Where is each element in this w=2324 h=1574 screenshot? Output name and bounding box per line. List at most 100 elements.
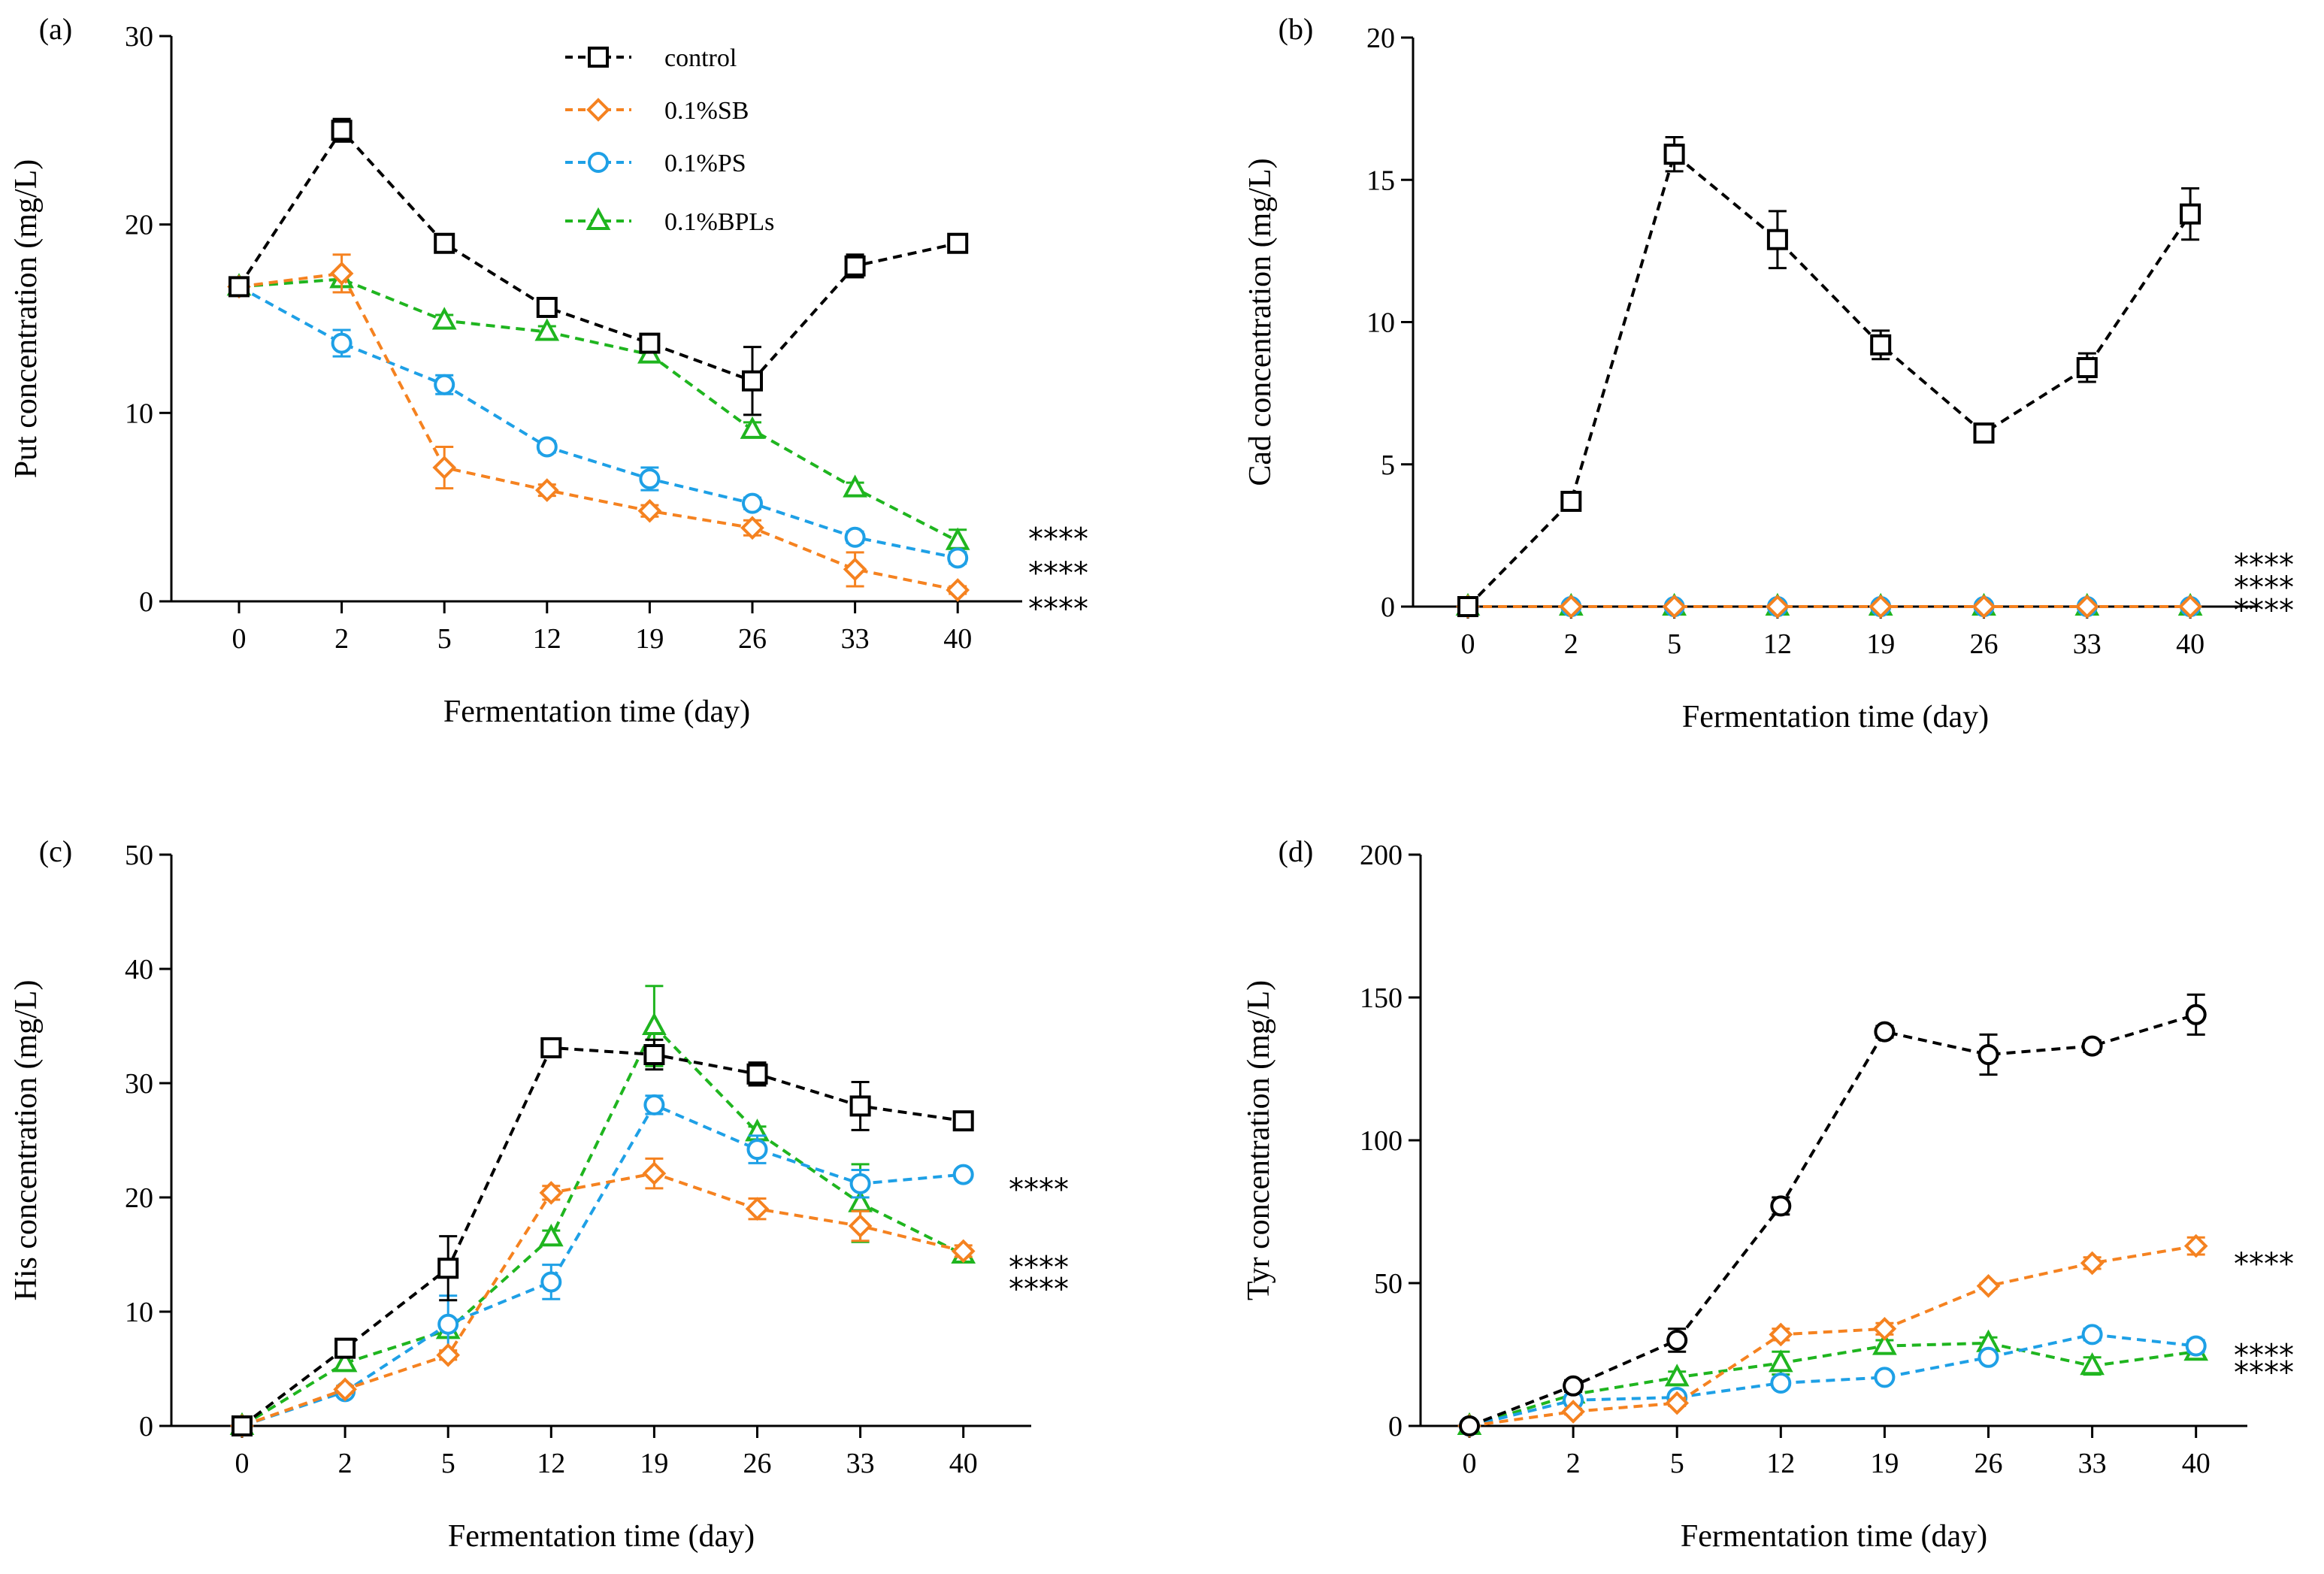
- data-point: [947, 232, 969, 254]
- x-tick-label: 33: [2073, 628, 2102, 660]
- data-point: [536, 296, 558, 318]
- series-line: [1469, 1333, 2196, 1427]
- y-axis-label: Cad concentration (mg/L): [1243, 158, 1278, 486]
- series-line: [1469, 1013, 2197, 1427]
- data-point: [1872, 1332, 1897, 1355]
- y-tick-label: 50: [125, 840, 153, 871]
- y-tick-label: 200: [1360, 840, 1403, 871]
- x-axis-label: Fermentation time (day): [1682, 700, 1989, 734]
- y-tick-label: 40: [125, 954, 153, 985]
- x-tick-label: 26: [738, 623, 767, 655]
- data-point: [1560, 490, 1582, 512]
- series-line: [238, 285, 958, 560]
- data-point: [945, 527, 970, 550]
- data-point: [1561, 1400, 1585, 1424]
- x-tick-label: 40: [2182, 1448, 2211, 1479]
- x-tick-label: 12: [533, 623, 561, 655]
- x-axis-label: Fermentation time (day): [448, 1519, 755, 1554]
- data-point: [331, 120, 353, 141]
- legend-item: 0.1%SB: [565, 97, 749, 125]
- series-0-1-sb: [1456, 595, 2202, 619]
- data-point: [1766, 595, 1790, 619]
- data-point: [1973, 422, 1995, 444]
- data-point: [746, 1063, 768, 1085]
- significance-label: ****: [2234, 1355, 2294, 1390]
- legend-label: 0.1%SB: [664, 97, 749, 125]
- data-point: [540, 1271, 562, 1293]
- x-tick-label: 40: [943, 623, 972, 655]
- data-point: [534, 318, 560, 341]
- series-control: [1459, 993, 2207, 1436]
- data-point: [946, 578, 970, 602]
- panel-label: (a): [39, 12, 72, 46]
- y-axis-label: Put concentration (mg/L): [9, 159, 44, 479]
- data-point: [2180, 203, 2201, 225]
- x-tick-label: 19: [640, 1448, 668, 1479]
- data-point: [1971, 595, 1996, 619]
- x-tick-label: 2: [334, 623, 349, 655]
- x-axis-label: Fermentation time (day): [443, 695, 750, 729]
- series-line: [241, 1046, 964, 1427]
- data-point: [538, 1224, 564, 1247]
- y-axis-label: His concentration (mg/L): [9, 980, 44, 1301]
- data-point: [539, 1181, 564, 1205]
- x-tick-label: 33: [841, 623, 870, 655]
- data-point: [1459, 1415, 1480, 1436]
- x-axis-label: Fermentation time (day): [1681, 1519, 1987, 1554]
- legend-label: 0.1%PS: [664, 150, 746, 177]
- data-point: [742, 492, 763, 514]
- significance-label: ****: [1028, 556, 1088, 591]
- legend-marker: [588, 47, 609, 68]
- series-line: [238, 128, 958, 383]
- data-point: [745, 1197, 770, 1221]
- data-point: [637, 498, 662, 523]
- data-point: [844, 255, 866, 277]
- chart-panel-d: (d) 0 50 100 150 200 0 2 5 12 19 26 33 40 Fermentation…: [1242, 834, 2294, 1554]
- data-point: [332, 1349, 358, 1373]
- legend-item: 0.1%PS: [565, 150, 746, 177]
- y-tick-label: 10: [1366, 307, 1395, 339]
- legend-item: control: [565, 44, 737, 72]
- x-tick-label: 5: [1670, 1448, 1684, 1479]
- significance-label: ****: [1009, 1173, 1069, 1207]
- data-point: [643, 1094, 665, 1115]
- data-point: [746, 1139, 768, 1161]
- data-point: [849, 1095, 871, 1117]
- y-tick-label: 30: [125, 1068, 153, 1100]
- x-tick-label: 12: [1763, 628, 1792, 660]
- y-tick-label: 0: [139, 1411, 153, 1442]
- data-point: [740, 516, 764, 540]
- data-point: [639, 468, 661, 490]
- x-tick-label: 26: [1970, 628, 1999, 660]
- y-tick-label: 50: [1374, 1268, 1403, 1300]
- data-point: [843, 474, 867, 498]
- series-control: [228, 117, 969, 416]
- data-point: [1457, 596, 1478, 617]
- legend-marker: [586, 98, 610, 122]
- y-tick-label: 10: [125, 1297, 153, 1328]
- data-point: [1869, 595, 1893, 619]
- series-line: [1469, 1341, 2196, 1427]
- data-point: [642, 1161, 667, 1185]
- x-tick-label: 0: [1461, 628, 1475, 660]
- series-control: [1457, 135, 2201, 617]
- data-point: [849, 1173, 871, 1194]
- data-point: [1769, 1322, 1793, 1347]
- significance-label: ****: [2234, 571, 2294, 605]
- data-point: [1874, 1021, 1896, 1043]
- legend-label: 0.1%BPLs: [664, 208, 774, 236]
- significance-label: ****: [1009, 1251, 1069, 1285]
- chart-panel-a: (a) 0 10 20 30 0 2 5 12 19 26 33 40 Fermentation time…: [9, 12, 1088, 729]
- data-point: [1662, 595, 1687, 619]
- significance-label: ****: [2234, 593, 2294, 628]
- chart-panel-c: (c) 0 10 20 30 40 50 0 2 5 12 19 26 33 40 Fermentation …: [9, 834, 1069, 1554]
- data-point: [951, 1239, 976, 1264]
- data-point: [1563, 1375, 1584, 1397]
- data-point: [2185, 1003, 2207, 1025]
- data-point: [536, 436, 558, 458]
- x-tick-label: 2: [1566, 1448, 1581, 1479]
- data-point: [643, 1044, 665, 1065]
- series-line: [238, 277, 959, 543]
- chart-panel-b: (b) 0 5 10 15 20 0 2 5 12 19 26 33 40 Fermentation tim…: [1243, 12, 2294, 734]
